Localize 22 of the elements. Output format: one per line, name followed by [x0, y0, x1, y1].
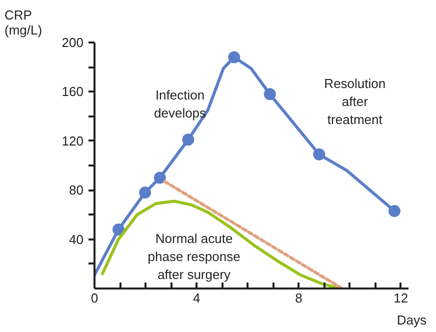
- annotation: Infection develops: [154, 88, 207, 120]
- point: [264, 88, 276, 100]
- annotation: Normal acute phase response after surgery: [148, 231, 240, 282]
- y-tick-label: 120: [62, 133, 84, 148]
- x-tick-label: 0: [90, 290, 98, 306]
- point: [182, 134, 194, 146]
- y-tick-label: 40: [69, 232, 84, 247]
- y-tick-label: 160: [62, 84, 84, 100]
- point: [112, 223, 124, 236]
- point: [313, 148, 326, 160]
- x-axis-title: Days: [396, 312, 427, 328]
- point: [154, 172, 166, 184]
- y-tick-label: 80: [69, 182, 84, 198]
- y-tick-label: 200: [62, 35, 84, 50]
- annotation: Resolution after treatment: [324, 76, 386, 128]
- x-tick-label: 8: [295, 290, 302, 306]
- x-tick-label: 12: [394, 290, 408, 306]
- y-axis-title: CRP (mg/L): [4, 8, 42, 38]
- point: [388, 205, 400, 217]
- x-tick-label: 4: [193, 290, 200, 306]
- point: [228, 51, 240, 64]
- point: [139, 186, 152, 199]
